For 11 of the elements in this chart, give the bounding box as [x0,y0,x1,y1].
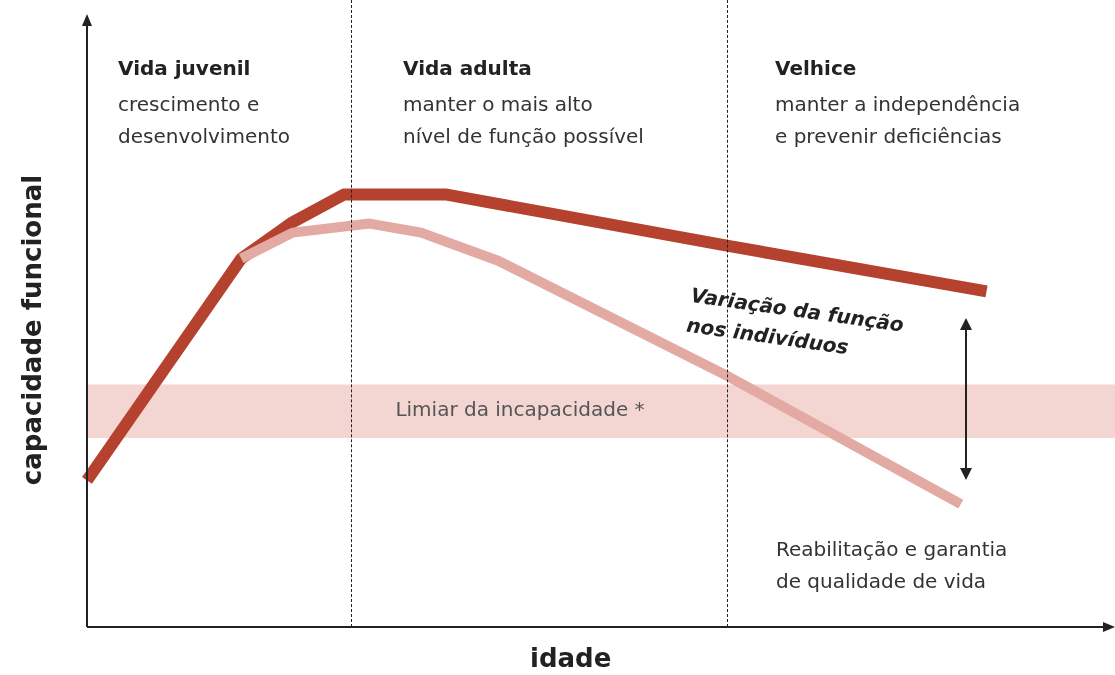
annotation: Reabilitação e garantia de qualidade de vida [776,536,1008,595]
text: manter a independência e prevenir deficiências [775,91,1021,150]
text: Vida juvenil [118,55,251,82]
band-label: Limiar da incapacidade * [395,397,645,422]
annotation: Variação da função nos indivíduos [684,281,906,362]
text: crescimento e desenvolvimento [118,91,290,150]
text: Vida adulta [403,55,532,82]
text: Velhice [775,55,857,82]
text: manter o mais alto nível de função possível [403,91,644,150]
y-axis-title: capacidade funcional [16,174,48,486]
x-axis-title: idade [530,642,612,674]
